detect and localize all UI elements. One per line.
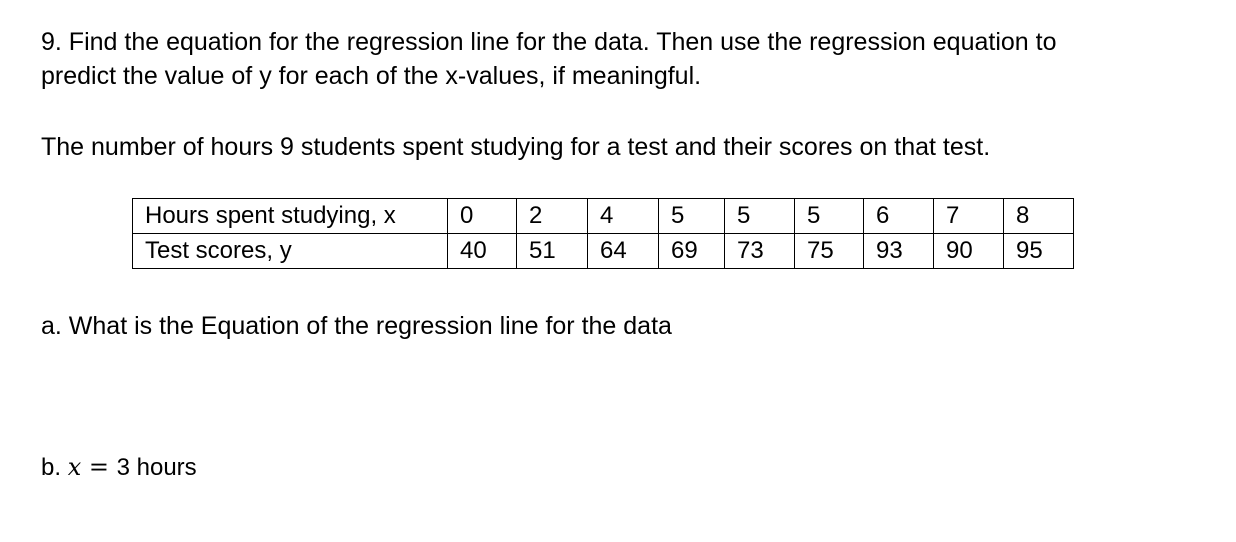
table-cell: 0 xyxy=(447,198,517,234)
table-cell: 93 xyxy=(863,233,934,269)
table-cell: 95 xyxy=(1003,233,1074,269)
table-cell: 64 xyxy=(587,233,659,269)
question-text-line-1: 9. Find the equation for the regression … xyxy=(41,28,1057,56)
row-label-scores: Test scores, y xyxy=(132,233,448,269)
table-cell: 2 xyxy=(516,198,588,234)
table-cell: 73 xyxy=(724,233,795,269)
table-row-scores: Test scores, y 40 51 64 69 73 75 93 90 9… xyxy=(132,233,1074,269)
table-row-hours: Hours spent studying, x 0 2 4 5 5 5 6 7 … xyxy=(132,198,1074,234)
table-cell: 40 xyxy=(447,233,517,269)
question-text-line-2: predict the value of y for each of the x… xyxy=(41,62,702,90)
part-b-value: 3 hours xyxy=(116,454,197,481)
part-b-operator: = xyxy=(81,453,117,481)
table-cell: 8 xyxy=(1003,198,1074,234)
table-cell: 75 xyxy=(794,233,864,269)
table-cell: 90 xyxy=(933,233,1004,269)
part-b-variable: x xyxy=(67,453,82,481)
table-cell: 51 xyxy=(516,233,588,269)
row-label-hours: Hours spent studying, x xyxy=(132,198,448,234)
data-table: Hours spent studying, x 0 2 4 5 5 5 6 7 … xyxy=(132,198,1074,269)
table-cell: 69 xyxy=(658,233,725,269)
part-b-question: b. x = 3 hours xyxy=(41,452,197,483)
part-b-prefix: b. xyxy=(41,454,68,481)
data-description: The number of hours 9 students spent stu… xyxy=(41,133,991,161)
table-cell: 7 xyxy=(933,198,1004,234)
table-cell: 4 xyxy=(587,198,659,234)
table-cell: 5 xyxy=(724,198,795,234)
table-cell: 6 xyxy=(863,198,934,234)
table-cell: 5 xyxy=(658,198,725,234)
table-cell: 5 xyxy=(794,198,864,234)
part-a-question: a. What is the Equation of the regressio… xyxy=(41,312,672,340)
